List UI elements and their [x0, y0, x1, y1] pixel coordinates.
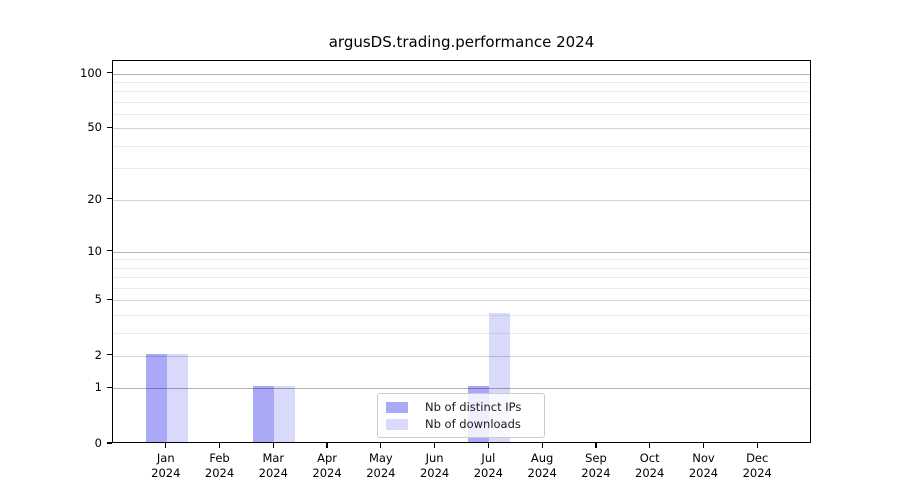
x-tick-label: Jul 2024 — [473, 451, 504, 480]
y-tick-mark — [107, 298, 112, 300]
gridline-minor-y-60 — [113, 114, 810, 116]
legend-item: Nb of downloads — [386, 417, 536, 431]
legend: Nb of distinct IPs Nb of downloads — [377, 393, 545, 438]
y-tick-label: 2 — [94, 347, 102, 362]
gridline-minor-y-30 — [113, 168, 810, 170]
bar-downloads-mar — [274, 386, 296, 442]
bar-distinct-ips-jan — [145, 353, 167, 442]
x-tick-label: Sep 2024 — [581, 451, 611, 480]
x-tick-mark — [756, 443, 758, 448]
gridline-y-1 — [113, 388, 810, 390]
bar-distinct-ips-mar — [253, 386, 275, 442]
y-tick-mark — [107, 249, 112, 252]
gridline-minor-y-80 — [113, 91, 810, 93]
gridline-minor-y-70 — [113, 101, 810, 103]
y-tick-label: 100 — [80, 65, 102, 80]
legend-label: Nb of downloads — [425, 417, 521, 431]
y-tick-label: 20 — [87, 191, 102, 206]
gridline-minor-y-8 — [113, 267, 810, 269]
x-tick-label: Jun 2024 — [419, 451, 450, 480]
x-tick-mark — [165, 443, 167, 448]
x-tick-mark — [595, 443, 597, 448]
x-tick-label: Aug 2024 — [527, 451, 557, 480]
x-tick-label: Apr 2024 — [312, 451, 342, 480]
legend-item: Nb of distinct IPs — [386, 400, 536, 414]
y-tick-mark — [107, 126, 112, 129]
y-tick-label: 10 — [87, 243, 102, 258]
chart-title: argusDS.trading.performance 2024 — [328, 33, 595, 51]
gridline-y-10 — [113, 251, 810, 253]
x-tick-label: May 2024 — [366, 451, 396, 480]
y-tick-mark — [107, 442, 112, 444]
x-tick-label: Jan 2024 — [151, 451, 181, 480]
x-tick-label: Nov 2024 — [688, 451, 719, 480]
y-tick-mark — [107, 198, 112, 200]
x-tick-label: Oct 2024 — [635, 451, 665, 480]
x-tick-label: Mar 2024 — [258, 451, 288, 480]
x-tick-mark — [380, 443, 382, 448]
legend-label: Nb of distinct IPs — [425, 400, 522, 414]
x-tick-mark — [326, 443, 328, 448]
gridline-y-2 — [113, 355, 810, 357]
y-tick-label: 50 — [87, 120, 102, 135]
y-tick-label: 5 — [94, 292, 102, 307]
gridline-minor-y-9 — [113, 259, 810, 261]
gridline-minor-y-3 — [113, 332, 810, 334]
gridline-minor-y-40 — [113, 145, 810, 147]
gridline-minor-y-7 — [113, 277, 810, 279]
gridline-minor-y-4 — [113, 314, 810, 316]
y-tick-mark — [107, 72, 112, 74]
gridline-minor-y-90 — [113, 81, 810, 83]
gridline-y-50 — [113, 128, 810, 130]
x-tick-mark — [487, 443, 489, 448]
y-tick-mark — [107, 354, 112, 356]
bar-downloads-jan — [166, 353, 188, 442]
x-tick-label: Feb 2024 — [204, 451, 235, 480]
gridline-y-100 — [113, 73, 810, 75]
x-tick-mark — [702, 443, 705, 448]
gridline-y-5 — [113, 300, 810, 302]
gridline-minor-y-6 — [113, 287, 810, 289]
x-tick-mark — [649, 443, 651, 448]
legend-swatch-downloads — [386, 418, 408, 430]
x-tick-mark — [434, 443, 436, 448]
legend-swatch-distinct-ips — [386, 401, 408, 413]
y-tick-label: 1 — [94, 380, 102, 395]
plot-area — [112, 60, 811, 443]
x-tick-mark — [218, 443, 221, 448]
y-tick-mark — [107, 386, 112, 388]
x-tick-mark — [541, 443, 543, 448]
x-tick-mark — [272, 443, 274, 448]
y-tick-label: 0 — [94, 436, 102, 450]
gridline-y-20 — [113, 199, 810, 201]
x-tick-label: Dec 2024 — [742, 451, 772, 480]
